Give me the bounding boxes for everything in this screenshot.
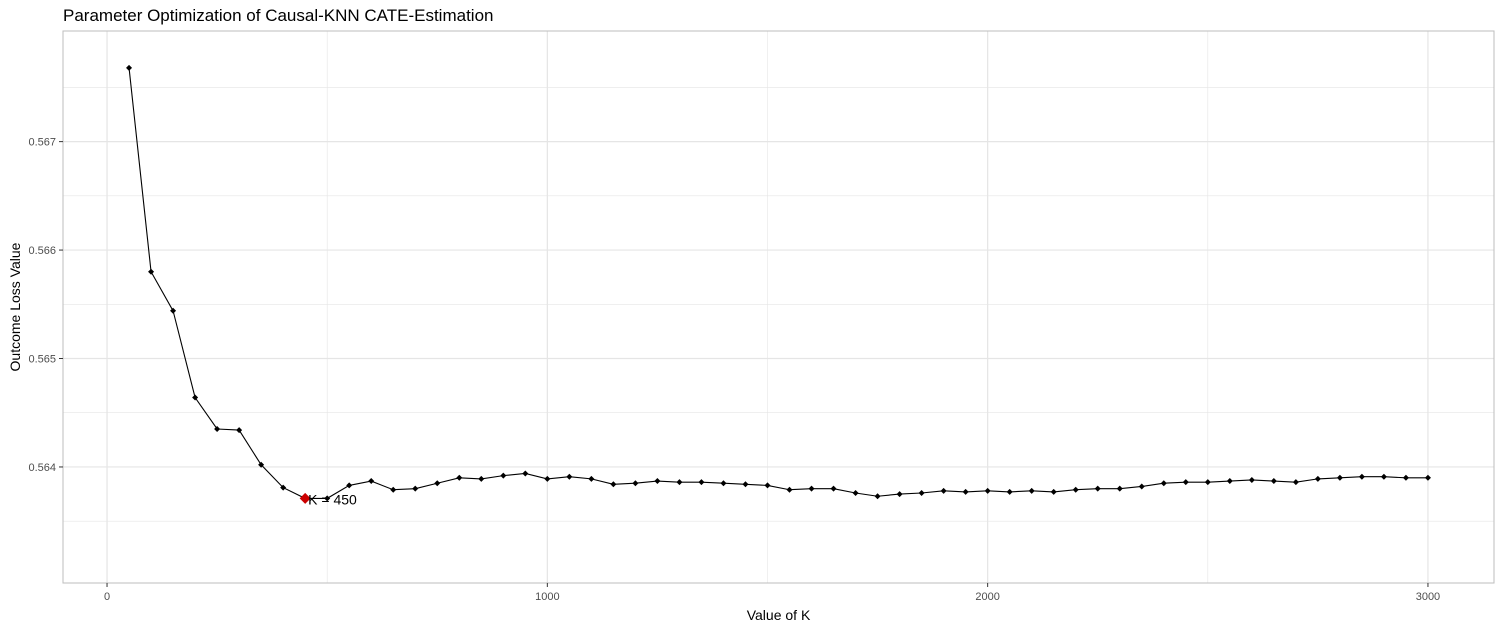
data-point bbox=[676, 479, 683, 486]
data-point bbox=[610, 481, 617, 488]
data-point bbox=[456, 474, 463, 481]
data-point bbox=[1006, 488, 1013, 495]
data-point bbox=[412, 485, 419, 492]
data-point bbox=[522, 470, 529, 477]
data-point bbox=[764, 482, 771, 489]
data-point bbox=[742, 481, 749, 488]
data-point bbox=[1336, 474, 1343, 481]
data-point bbox=[1248, 476, 1255, 483]
data-point bbox=[786, 486, 793, 493]
panel-background bbox=[63, 31, 1494, 583]
data-point bbox=[1204, 479, 1211, 486]
data-point bbox=[1380, 473, 1387, 480]
data-point bbox=[1292, 479, 1299, 486]
y-axis-title: Outcome Loss Value bbox=[7, 242, 23, 371]
data-point bbox=[874, 493, 881, 500]
data-point bbox=[1424, 474, 1431, 481]
data-point bbox=[1402, 474, 1409, 481]
data-point bbox=[962, 488, 969, 495]
chart-title: Parameter Optimization of Causal-KNN CAT… bbox=[63, 6, 494, 25]
data-point bbox=[808, 485, 815, 492]
data-point bbox=[148, 268, 155, 275]
data-point bbox=[236, 427, 243, 434]
data-point bbox=[632, 480, 639, 487]
data-point bbox=[368, 478, 375, 485]
data-point bbox=[170, 307, 177, 314]
y-tick-label: 0.567 bbox=[28, 137, 56, 149]
data-point bbox=[852, 489, 859, 496]
data-point bbox=[896, 491, 903, 498]
data-point bbox=[940, 487, 947, 494]
optimal-k-point bbox=[299, 492, 311, 504]
data-point bbox=[1094, 485, 1101, 492]
data-point bbox=[214, 426, 221, 433]
data-point bbox=[324, 495, 331, 502]
data-point bbox=[918, 489, 925, 496]
data-point bbox=[1050, 488, 1057, 495]
x-tick-label: 3000 bbox=[1416, 591, 1440, 603]
data-layer: K = 450 bbox=[126, 64, 1431, 507]
data-point bbox=[478, 475, 485, 482]
data-point bbox=[720, 480, 727, 487]
y-tick-label: 0.565 bbox=[28, 354, 56, 366]
data-point bbox=[434, 480, 441, 487]
x-tick-label: 1000 bbox=[535, 591, 559, 603]
data-point bbox=[390, 486, 397, 493]
x-tick-label: 2000 bbox=[975, 591, 999, 603]
data-point bbox=[1270, 478, 1277, 485]
data-point bbox=[1358, 473, 1365, 480]
data-point bbox=[1028, 487, 1035, 494]
series-line bbox=[128, 67, 1428, 499]
data-point bbox=[588, 475, 595, 482]
data-point bbox=[1072, 486, 1079, 493]
data-point bbox=[500, 472, 507, 479]
panel-border bbox=[62, 30, 1495, 584]
x-tick-label: 0 bbox=[104, 591, 110, 603]
data-point bbox=[1182, 479, 1189, 486]
data-point bbox=[1116, 485, 1123, 492]
data-point bbox=[1226, 478, 1233, 485]
data-point bbox=[984, 487, 991, 494]
data-point bbox=[346, 482, 353, 489]
data-point bbox=[698, 479, 705, 486]
data-point bbox=[566, 473, 573, 480]
data-point bbox=[654, 478, 661, 485]
optimal-k-annotation: K = 450 bbox=[308, 491, 357, 507]
data-point bbox=[258, 461, 265, 468]
data-point bbox=[1160, 480, 1167, 487]
data-point bbox=[192, 394, 199, 401]
data-point bbox=[280, 484, 287, 491]
data-point bbox=[126, 64, 133, 71]
data-point bbox=[1314, 475, 1321, 482]
axis-layer: 0 1000 2000 3000 0.564 0.565 0.566 0.567 bbox=[28, 137, 1440, 603]
y-tick-label: 0.564 bbox=[28, 462, 56, 474]
x-axis-title: Value of K bbox=[747, 607, 811, 623]
data-point bbox=[544, 475, 551, 482]
y-tick-label: 0.566 bbox=[28, 245, 56, 257]
data-point bbox=[830, 485, 837, 492]
data-point bbox=[1138, 483, 1145, 490]
